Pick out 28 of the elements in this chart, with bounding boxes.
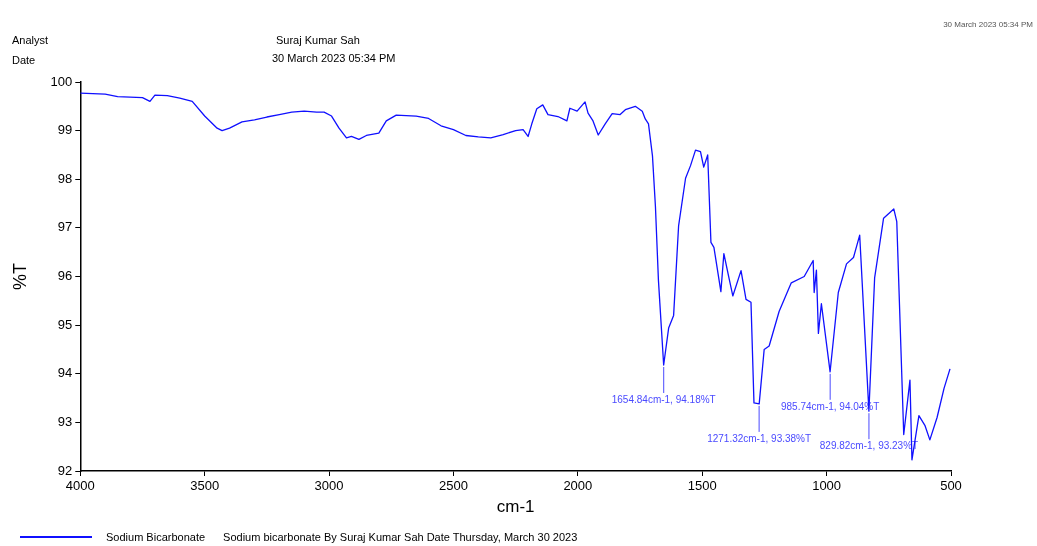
- x-tick-label: 3000: [314, 478, 344, 494]
- annotation: 1654.84cm-1, 94.18%T: [611, 393, 716, 405]
- y-axis-title: %T: [9, 263, 30, 290]
- text: Sodium bicarbonate By Suraj Kumar Sah Date Thursday, March 30 2023: [223, 531, 578, 543]
- text: 30 March 2023 05:34 PM: [943, 20, 1033, 29]
- x-tick-label: 2000: [563, 478, 593, 494]
- y-tick-label: 100: [50, 73, 73, 89]
- y-tick-label: 95: [57, 316, 73, 332]
- x-tick-label: 500: [940, 478, 962, 494]
- y-tick-label: 98: [57, 170, 73, 186]
- annotation: 1271.32cm-1, 93.38%T: [707, 432, 812, 444]
- x-tick-label: 4000: [65, 478, 95, 494]
- x-tick-label: 3500: [190, 478, 220, 494]
- text: Suraj Kumar Sah: [276, 34, 360, 46]
- y-tick-label: 97: [57, 219, 73, 235]
- text: Sodium Bicarbonate: [106, 531, 206, 543]
- x-axis-title: cm-1: [496, 497, 535, 517]
- y-tick-label: 99: [57, 122, 73, 138]
- y-tick-label: 93: [57, 413, 73, 429]
- x-tick-label: 1000: [812, 478, 842, 494]
- y-tick-label: 96: [57, 268, 73, 284]
- text: Analyst: [12, 34, 49, 46]
- x-tick-label: 2500: [438, 478, 468, 494]
- y-tick-label: 94: [57, 365, 73, 381]
- text: Date: [12, 54, 36, 66]
- text: 30 March 2023 05:34 PM: [272, 52, 396, 64]
- y-tick-label: 92: [57, 462, 73, 478]
- x-tick-label: 1500: [687, 478, 717, 494]
